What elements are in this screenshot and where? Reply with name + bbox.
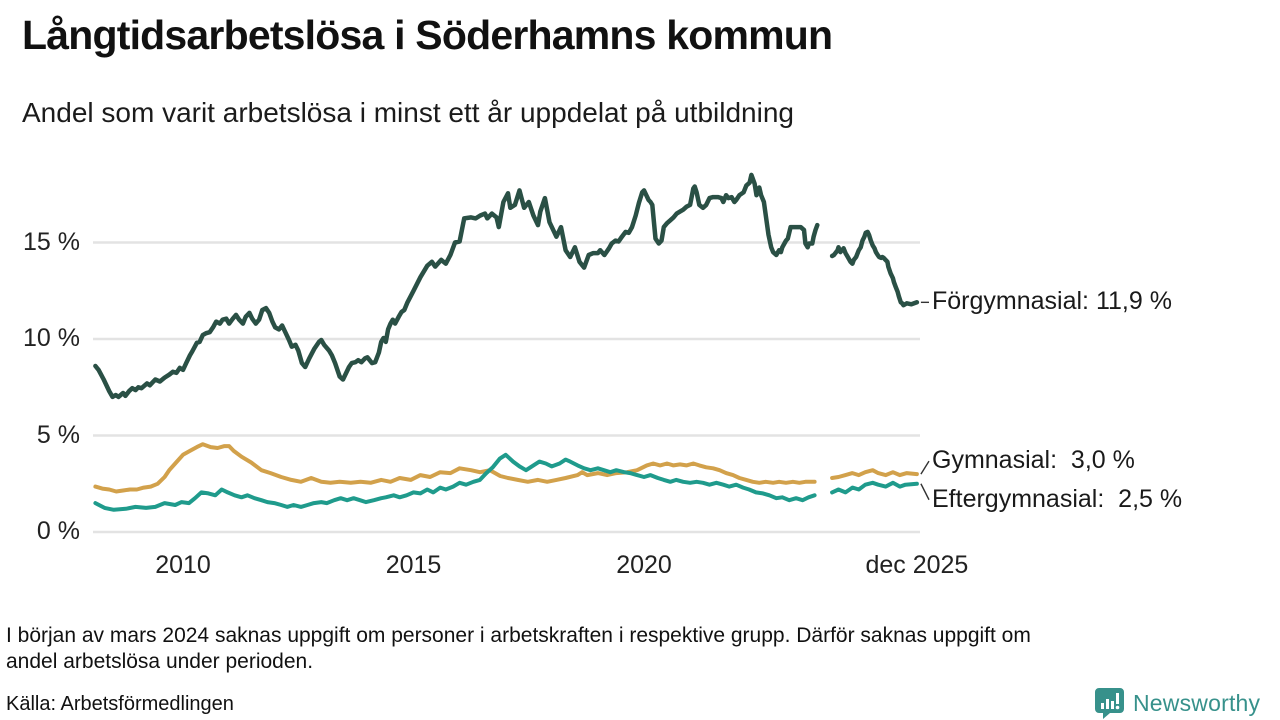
label-connector-gymnasial <box>920 460 930 475</box>
page-subtitle: Andel som varit arbetslösa i minst ett å… <box>22 97 794 128</box>
x-tick-label-2015: 2015 <box>385 551 442 579</box>
footnote-line-2: andel arbetslösa under perioden. <box>6 650 314 673</box>
y-tick-label-5: 5 % <box>36 420 80 449</box>
series-end-label-eftergymnasial: Eftergymnasial: 2,5 % <box>932 484 1183 513</box>
y-tick-label-10: 10 % <box>23 324 80 352</box>
series-line-förgymnasial-seg1 <box>829 229 920 308</box>
footnote-line-1: I början av mars 2024 saknas uppgift om … <box>6 624 1031 647</box>
x-tick-label-2020: 2020 <box>616 551 672 579</box>
y-tick-label-0: 0 % <box>36 517 80 545</box>
series-line-eftergymnasial-seg1 <box>830 480 919 495</box>
series-line-gymnasial-seg0 <box>93 442 817 494</box>
footnote: I början av mars 2024 saknas uppgift om … <box>6 623 1031 675</box>
x-tick-label-2010: 2010 <box>155 551 211 579</box>
newsworthy-brand-text: Newsworthy <box>1133 689 1261 716</box>
series-line-förgymnasial-seg0 <box>93 172 820 400</box>
series-end-label-förgymnasial: Förgymnasial: 11,9 % <box>932 287 1172 316</box>
series-line-eftergymnasial-seg0 <box>93 452 817 512</box>
series-end-label-gymnasial: Gymnasial: 3,0 % <box>932 446 1135 475</box>
page-title: Långtidsarbetslösa i Söderhamns kommun <box>22 12 833 58</box>
series-line-gymnasial-seg1 <box>830 468 919 480</box>
x-tick-label-dec-2025: dec 2025 <box>865 551 969 579</box>
label-connector-eftergymnasial <box>920 483 930 501</box>
newsworthy-logo: Newsworthy <box>1094 687 1260 719</box>
y-tick-label-15: 15 % <box>23 227 80 256</box>
newsworthy-logo-icon <box>1095 688 1124 719</box>
source-text: Källa: Arbetsförmedlingen <box>6 693 234 715</box>
